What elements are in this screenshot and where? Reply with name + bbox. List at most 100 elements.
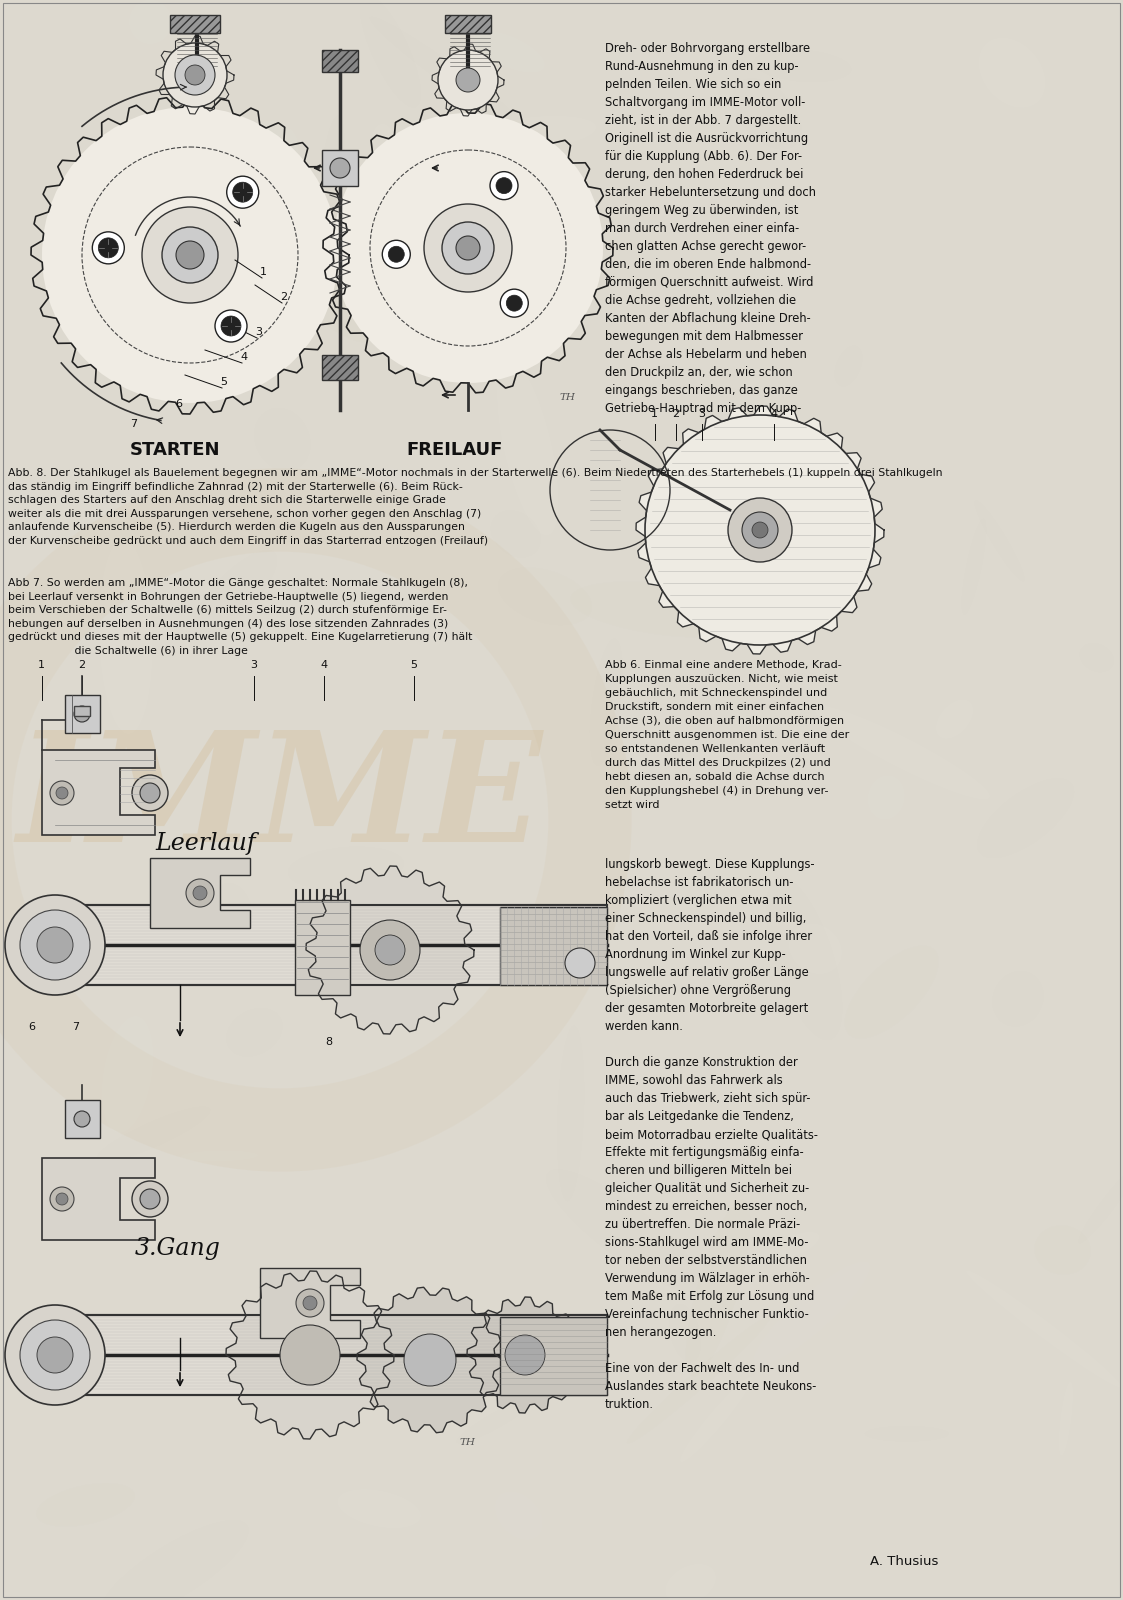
Text: 3.Gang: 3.Gang [135,1237,221,1261]
Circle shape [140,782,159,803]
Circle shape [490,171,518,200]
Text: 7: 7 [130,419,137,429]
Text: 2: 2 [77,659,85,670]
Circle shape [742,512,778,547]
Text: 5: 5 [410,659,417,670]
Circle shape [42,107,338,403]
Bar [42,906,608,986]
Text: 1: 1 [651,410,658,419]
Circle shape [133,774,168,811]
Text: 3: 3 [699,410,705,419]
Text: 6: 6 [175,398,182,410]
Text: 4: 4 [770,410,777,419]
Circle shape [303,1296,317,1310]
Circle shape [140,1189,159,1210]
Bar [322,50,358,72]
Text: TH: TH [560,394,576,402]
Polygon shape [226,1270,394,1438]
Bar [65,1101,100,1138]
Circle shape [20,1320,90,1390]
Circle shape [506,294,522,310]
Circle shape [404,1334,456,1386]
Text: Abb. 8. Der Stahlkugel als Bauelement begegnen wir am „IMME“-Motor nochmals in d: Abb. 8. Der Stahlkugel als Bauelement be… [8,467,942,546]
Text: 1: 1 [261,267,267,277]
Polygon shape [42,1158,155,1240]
Circle shape [51,1187,74,1211]
Circle shape [280,1325,340,1386]
Circle shape [360,920,420,979]
Text: FREILAUF: FREILAUF [407,442,503,459]
Bar [322,355,358,379]
Bar [445,14,491,34]
Text: STARTEN: STARTEN [130,442,220,459]
Text: A. Thusius: A. Thusius [870,1555,939,1568]
Circle shape [51,781,74,805]
Bar [295,899,350,995]
Circle shape [227,176,258,208]
Circle shape [99,238,118,258]
Circle shape [456,235,480,259]
Circle shape [330,158,350,178]
Circle shape [296,1290,325,1317]
Text: 4: 4 [320,659,327,670]
Circle shape [186,878,214,907]
Circle shape [389,246,404,262]
Text: 7: 7 [72,1022,79,1032]
Circle shape [438,50,497,110]
Circle shape [728,498,792,562]
Bar [500,1317,608,1395]
Polygon shape [467,1298,583,1413]
Circle shape [442,222,494,274]
Bar [322,150,358,186]
Text: 3: 3 [255,326,262,338]
Circle shape [162,227,218,283]
Text: 2: 2 [672,410,679,419]
Circle shape [92,232,125,264]
Circle shape [375,934,405,965]
Text: TH: TH [460,1438,476,1446]
Circle shape [175,54,214,94]
Circle shape [505,1334,545,1374]
Circle shape [176,242,204,269]
Polygon shape [636,406,884,654]
Polygon shape [261,1267,360,1338]
Bar [74,706,90,717]
Bar [500,907,608,986]
Bar [42,1315,608,1395]
Text: 4: 4 [240,352,247,362]
Circle shape [20,910,90,979]
Circle shape [214,310,247,342]
Circle shape [37,926,73,963]
Polygon shape [42,750,155,835]
Circle shape [141,206,238,302]
Circle shape [193,886,207,899]
Bar [170,14,220,34]
Text: 3: 3 [250,659,257,670]
Circle shape [232,182,253,202]
Circle shape [221,317,241,336]
Circle shape [496,178,512,194]
Text: 1: 1 [38,659,45,670]
Circle shape [4,1306,104,1405]
Polygon shape [357,1288,503,1432]
Circle shape [163,43,227,107]
Circle shape [456,67,480,91]
Circle shape [74,706,90,722]
Polygon shape [305,866,474,1034]
Circle shape [56,787,69,798]
Circle shape [185,66,206,85]
Bar [65,694,100,733]
Text: 6: 6 [28,1022,35,1032]
Circle shape [752,522,768,538]
Text: lungskorb bewegt. Diese Kupplungs-
hebelachse ist fabrikatorisch un-
kompliziert: lungskorb bewegt. Diese Kupplungs- hebel… [605,858,818,1411]
Circle shape [133,1181,168,1218]
Circle shape [424,203,512,291]
Text: Dreh- oder Bohrvorgang erstellbare
Rund-Ausnehmung in den zu kup-
pelnden Teilen: Dreh- oder Bohrvorgang erstellbare Rund-… [605,42,816,414]
Text: Leerlauf: Leerlauf [155,832,256,854]
Circle shape [37,1338,73,1373]
Text: 2: 2 [280,291,287,302]
Text: Abb 7. So werden am „IMME“-Motor die Gänge geschaltet: Normale Stahlkugeln (8),
: Abb 7. So werden am „IMME“-Motor die Gän… [8,578,473,656]
Text: 5: 5 [220,378,227,387]
Circle shape [4,894,104,995]
Text: IMME: IMME [17,725,544,875]
